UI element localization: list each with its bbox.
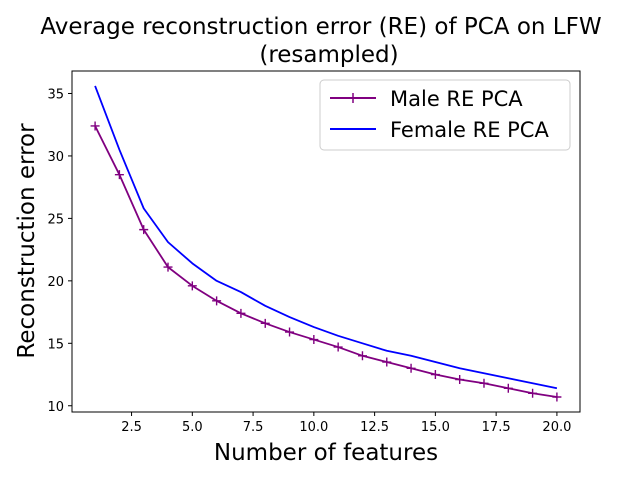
series-line-male [94,125,558,398]
x-tick-label: 15.0 [421,420,450,435]
legend: Male RE PCA Female RE PCA [319,79,571,151]
data-point-male [90,121,100,131]
x-tick-label: 5.0 [182,420,203,435]
plot-area: 2.5 5.0 7.5 10.0 12.5 15.0 17.5 20.0 10 15 20 25 30 3… [47,70,581,435]
data-point-male [285,327,295,337]
x-tick-label: 2.5 [121,420,142,435]
data-point-male [528,388,538,398]
x-tick-label: 7.5 [243,420,264,435]
chart-title-line1: Average reconstruction error (RE) of PCA… [40,14,601,40]
y-tick-label: 25 [47,212,64,227]
y-tick-label: 20 [47,275,64,290]
legend-label-male: Male RE PCA [390,87,523,111]
data-point-male [187,281,197,291]
series-line-female [94,85,558,390]
data-point-male [479,378,489,388]
data-point-male [212,296,222,306]
data-point-male [333,342,343,352]
data-point-male [114,170,124,180]
x-tick-label: 10.0 [299,420,328,435]
data-point-male [406,363,416,373]
data-point-male [552,392,562,402]
data-point-male [357,351,367,361]
chart-title-line2: (resampled) [259,42,398,68]
y-axis-label: Reconstruction error [14,123,40,359]
legend-marker-male [348,93,358,103]
data-point-male [382,357,392,367]
x-tick-label: 20.0 [542,420,571,435]
legend-label-female: Female RE PCA [390,118,549,142]
x-tick-label: 17.5 [482,420,511,435]
y-tick-label: 30 [47,150,64,165]
data-point-male [163,262,173,272]
x-axis-label: Number of features [214,440,438,466]
data-point-male [455,375,465,385]
data-point-male [236,308,246,318]
plot-frame [71,70,581,413]
data-point-male [309,335,319,345]
data-point-male [139,225,149,235]
data-point-male [430,370,440,380]
data-point-male [260,318,270,328]
y-tick-label: 15 [47,337,64,352]
y-tick-label: 35 [47,87,64,102]
legend-box [319,79,571,151]
x-tick-label: 12.5 [360,420,389,435]
data-point-male [503,383,513,393]
y-tick-label: 10 [47,400,64,415]
